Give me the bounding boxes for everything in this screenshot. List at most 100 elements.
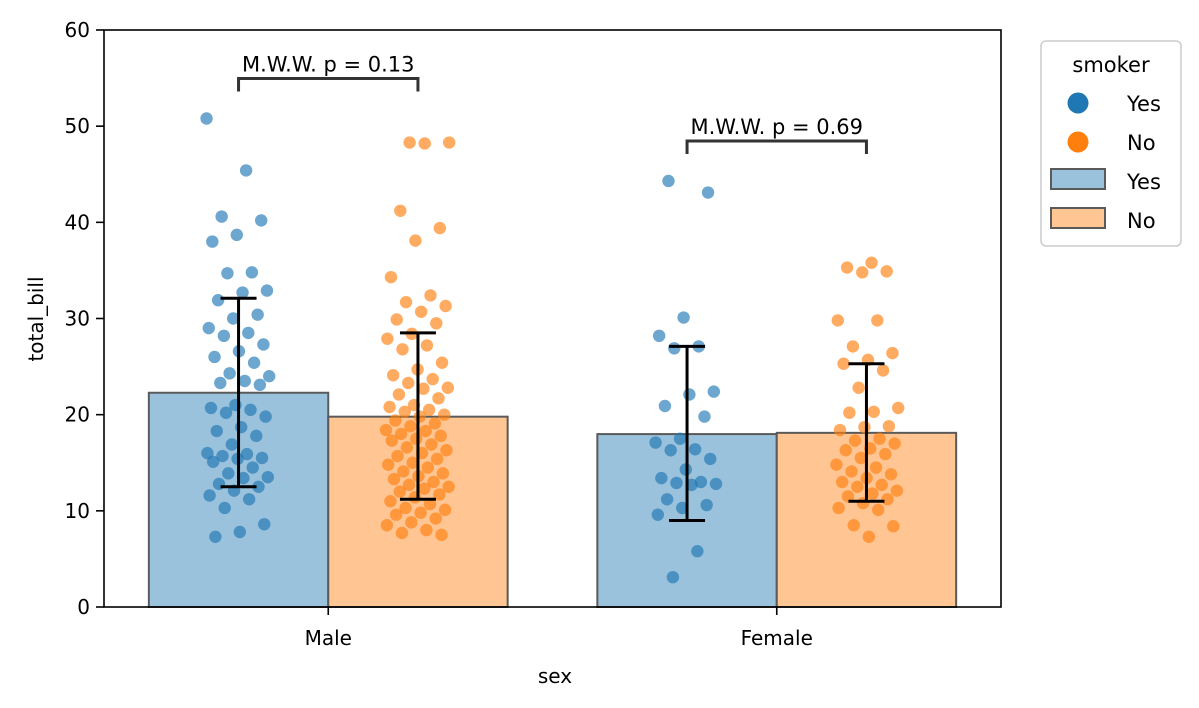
data-point (216, 449, 229, 463)
data-point (230, 228, 243, 242)
data-point (200, 112, 213, 125)
data-point (237, 471, 250, 485)
x-axis: Male Female (305, 607, 813, 650)
data-point (869, 461, 883, 474)
data-point (246, 461, 259, 474)
data-point (666, 570, 680, 584)
legend-entry-bar-no: No (1127, 209, 1156, 233)
data-point (873, 432, 886, 445)
data-point (835, 475, 849, 489)
data-point (867, 405, 880, 418)
data-point (240, 447, 254, 461)
data-point (422, 403, 436, 417)
data-point (255, 451, 269, 465)
data-point (420, 339, 434, 352)
data-point (871, 314, 884, 327)
data-point (649, 436, 662, 449)
data-point (876, 364, 890, 377)
data-point (438, 503, 452, 517)
data-point (698, 410, 711, 423)
data-point (832, 501, 845, 515)
data-point (830, 458, 843, 471)
y-tick-label: 0 (77, 595, 90, 619)
data-point (856, 266, 869, 279)
data-point (884, 468, 898, 481)
annotation-text: M.W.W. p = 0.69 (690, 115, 863, 139)
legend-title: smoker (1072, 53, 1150, 77)
data-point (379, 423, 393, 437)
data-point (238, 374, 251, 388)
data-point (393, 485, 406, 498)
legend-entry-point-yes: Yes (1126, 92, 1161, 116)
data-point (424, 289, 437, 302)
data-point (840, 261, 854, 274)
legend: smoker Yes No Yes No (1040, 40, 1182, 247)
data-point (427, 475, 440, 489)
data-point (219, 406, 233, 419)
data-point (380, 519, 394, 532)
legend-marker-point (1067, 131, 1089, 153)
data-point (382, 458, 395, 471)
data-point (390, 508, 403, 521)
data-point (420, 523, 433, 537)
data-point (847, 519, 860, 532)
data-point (425, 438, 438, 451)
data-point (676, 501, 689, 515)
data-point (651, 508, 664, 521)
data-point (871, 503, 885, 517)
data-point (227, 312, 240, 325)
data-point (865, 256, 878, 269)
data-point (851, 480, 864, 493)
data-point (417, 382, 430, 395)
data-point (217, 329, 231, 343)
data-point (390, 313, 403, 326)
data-point (252, 480, 265, 493)
data-point (397, 465, 410, 478)
data-point (418, 482, 431, 495)
data-point (255, 214, 268, 227)
y-axis: 0 10 20 30 40 50 60 (65, 18, 104, 619)
data-point (402, 376, 415, 390)
data-point (862, 530, 876, 543)
data-point (244, 403, 257, 417)
data-point (206, 235, 219, 248)
data-point (831, 314, 844, 327)
data-point (394, 204, 407, 217)
data-point (677, 311, 690, 324)
data-point (892, 401, 905, 415)
data-point (664, 444, 677, 457)
data-point (879, 447, 892, 461)
significance-bracket (685, 139, 868, 154)
data-point (880, 265, 893, 278)
data-point (881, 493, 894, 506)
data-point (442, 136, 456, 149)
data-point (386, 369, 400, 382)
data-point (432, 392, 445, 405)
data-point (433, 221, 447, 235)
data-point (438, 408, 451, 421)
data-point (841, 490, 855, 503)
legend-entry-bar-yes: Yes (1126, 170, 1161, 194)
data-point (405, 516, 418, 529)
data-point (211, 294, 225, 307)
annotation-text: M.W.W. p = 0.13 (242, 52, 415, 76)
data-point (414, 305, 428, 318)
data-point (843, 406, 856, 419)
data-point (701, 186, 715, 199)
data-point (392, 388, 406, 401)
data-point (833, 423, 847, 437)
data-point (839, 444, 852, 457)
data-point (260, 284, 274, 297)
data-point (403, 136, 416, 149)
significance-bracket (237, 76, 420, 92)
x-tick-label-male: Male (305, 626, 352, 650)
data-point (206, 455, 220, 468)
data-point (394, 427, 408, 441)
data-point (262, 370, 276, 383)
data-point (704, 452, 717, 466)
data-point (433, 488, 446, 501)
data-point (887, 520, 900, 533)
legend-entry-point-no: No (1127, 131, 1156, 155)
data-point (858, 420, 871, 434)
data-point (399, 501, 412, 515)
